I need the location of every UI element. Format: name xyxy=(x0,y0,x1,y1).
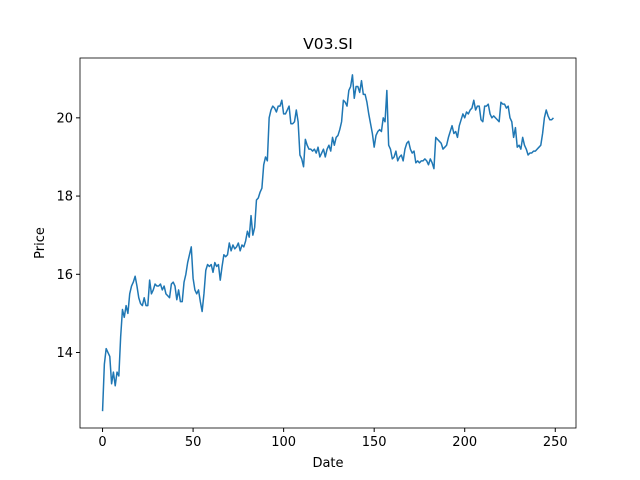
x-tick-label: 50 xyxy=(185,435,202,450)
y-axis-label: Price xyxy=(33,227,48,259)
x-axis-label: Date xyxy=(312,456,343,471)
x-tick-label: 150 xyxy=(362,435,387,450)
line-series xyxy=(101,74,555,412)
plot-frame xyxy=(79,57,577,429)
y-tick-label: 14 xyxy=(56,346,73,361)
x-tick-label: 200 xyxy=(452,435,477,450)
x-tick-label: 0 xyxy=(98,435,106,450)
y-tick-label: 16 xyxy=(56,268,73,283)
x-tick-label: 250 xyxy=(543,435,568,450)
y-tick-label: 18 xyxy=(56,190,73,205)
x-tick-label: 100 xyxy=(271,435,296,450)
y-tick-label: 20 xyxy=(56,111,73,126)
chart-title: V03.SI xyxy=(303,35,353,53)
